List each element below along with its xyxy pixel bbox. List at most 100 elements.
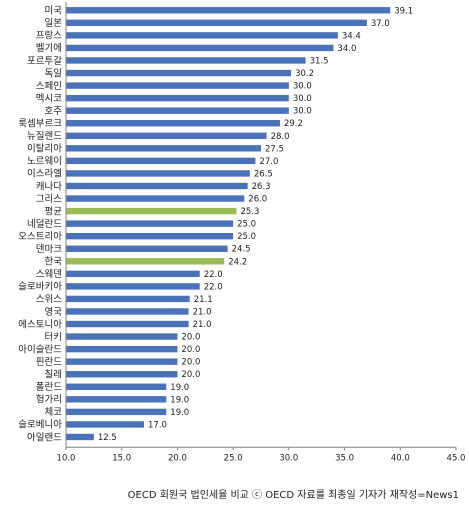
bar-헝가리 <box>66 396 167 403</box>
x-tick-label: 40.0 <box>391 453 410 463</box>
category-label: 노르웨이 <box>27 155 62 167</box>
value-label: 31.5 <box>310 56 329 66</box>
category-label: 폴란드 <box>36 381 62 393</box>
category-label: 체코 <box>45 407 63 418</box>
category-label: 터키 <box>45 332 62 343</box>
value-label: 27.0 <box>259 157 278 167</box>
value-label: 39.1 <box>394 6 413 16</box>
category-label: 벨기에 <box>36 43 62 54</box>
bar-룩셈부르크 <box>66 120 280 127</box>
value-label: 19.0 <box>170 383 189 393</box>
bars-group <box>66 7 391 441</box>
category-label: 프랑스 <box>36 30 62 42</box>
category-label: 스페인 <box>36 81 62 92</box>
bar-체코 <box>66 408 167 416</box>
category-label: 오스트리아 <box>18 231 62 242</box>
x-tick-label: 25.0 <box>224 453 243 463</box>
category-label: 아이슬란드 <box>18 343 62 355</box>
bar-핀란드 <box>66 358 178 365</box>
bar-한국 <box>66 258 225 265</box>
bar-노르웨이 <box>66 157 256 165</box>
bar-평균 <box>66 207 237 215</box>
bar-네덜란드 <box>66 220 234 227</box>
bar-벨기에 <box>66 44 334 52</box>
bar-터키 <box>66 333 178 340</box>
bar-슬로바키아 <box>66 283 200 290</box>
value-label: 22.0 <box>204 270 223 280</box>
value-label: 30.0 <box>293 94 312 104</box>
value-label: 30.2 <box>295 69 314 79</box>
bar-이탈리아 <box>66 145 261 152</box>
value-label: 21.0 <box>193 320 212 330</box>
bar-칠레 <box>66 371 178 378</box>
bar-미국 <box>66 7 391 14</box>
category-label: 헝가리 <box>36 395 62 406</box>
value-label: 21.0 <box>193 307 212 317</box>
bar-멕시코 <box>66 94 289 102</box>
bar-이스라엘 <box>66 170 250 177</box>
category-label: 에스토니아 <box>18 319 62 330</box>
value-label: 20.0 <box>181 333 200 343</box>
value-label: 19.0 <box>170 408 189 418</box>
chart-caption: OECD 회원국 법인세율 비교 ⓒ OECD 자료를 최종일 기자가 재작성=… <box>127 490 459 501</box>
value-label: 25.0 <box>237 220 256 230</box>
bar-스위스 <box>66 295 190 303</box>
category-label: 룩셈부르크 <box>18 119 62 130</box>
bar-뉴질랜드 <box>66 132 267 139</box>
category-label: 칠레 <box>45 370 62 381</box>
bar-슬로베니아 <box>66 421 144 428</box>
value-label: 22.0 <box>204 282 223 292</box>
category-label: 네덜란드 <box>27 218 62 230</box>
category-label: 평균 <box>45 206 63 217</box>
category-label: 슬로바키아 <box>18 282 62 293</box>
bar-그리스 <box>66 195 245 202</box>
category-label: 덴마크 <box>36 244 62 255</box>
category-label: 스웨덴 <box>36 268 62 280</box>
value-label: 17.0 <box>148 420 167 430</box>
x-tick-label: 35.0 <box>335 453 354 463</box>
category-label: 그리스 <box>36 194 62 205</box>
category-label: 미국 <box>45 6 63 17</box>
value-label: 25.0 <box>237 232 256 242</box>
value-label: 20.0 <box>181 358 200 368</box>
category-label: 포르투갈 <box>27 55 62 67</box>
bar-덴마크 <box>66 245 228 252</box>
bar-스페인 <box>66 82 289 89</box>
x-tick-label: 20.0 <box>168 453 187 463</box>
value-label: 24.5 <box>232 245 251 255</box>
value-label: 20.0 <box>181 370 200 380</box>
bar-독일 <box>66 69 292 77</box>
bar-포르투갈 <box>66 57 306 64</box>
value-label: 19.0 <box>170 395 189 405</box>
category-label: 영국 <box>45 307 63 318</box>
x-tick-label: 45.0 <box>447 453 466 463</box>
value-label: 27.5 <box>265 144 284 154</box>
category-label: 독일 <box>45 68 62 79</box>
value-label: 12.5 <box>98 433 117 443</box>
value-label: 24.2 <box>228 257 247 267</box>
category-label: 이탈리아 <box>27 143 62 155</box>
category-label: 한국 <box>45 257 63 268</box>
value-label: 26.0 <box>248 195 267 205</box>
bar-스웨덴 <box>66 270 200 278</box>
axes-group: 미국 39.1 일본 37.0 프랑스 34.4 벨기에 34.0 포르투갈 31.5 독일 30.2… <box>18 2 465 463</box>
category-label: 슬로베니아 <box>18 420 62 431</box>
bar-호주 <box>66 107 289 114</box>
value-label: 21.1 <box>194 295 213 305</box>
category-label: 아일랜드 <box>27 432 62 443</box>
bar-일본 <box>66 19 367 27</box>
bar-chart: 미국 39.1 일본 37.0 프랑스 34.4 벨기에 34.0 포르투갈 31.5 독일 30.2… <box>18 2 465 463</box>
category-label: 일본 <box>45 18 63 29</box>
bar-아일랜드 <box>66 433 94 441</box>
category-label: 호주 <box>45 106 63 117</box>
bar-폴란드 <box>66 383 167 390</box>
category-label: 뉴질랜드 <box>27 130 62 142</box>
value-label: 34.4 <box>342 31 361 41</box>
bar-캐나다 <box>66 182 248 190</box>
category-label: 멕시코 <box>36 93 62 104</box>
value-label: 34.0 <box>337 44 356 54</box>
category-label: 스위스 <box>36 293 62 305</box>
value-label: 29.2 <box>284 119 303 129</box>
x-tick-label: 30.0 <box>279 453 298 463</box>
category-label: 캐나다 <box>36 181 62 192</box>
